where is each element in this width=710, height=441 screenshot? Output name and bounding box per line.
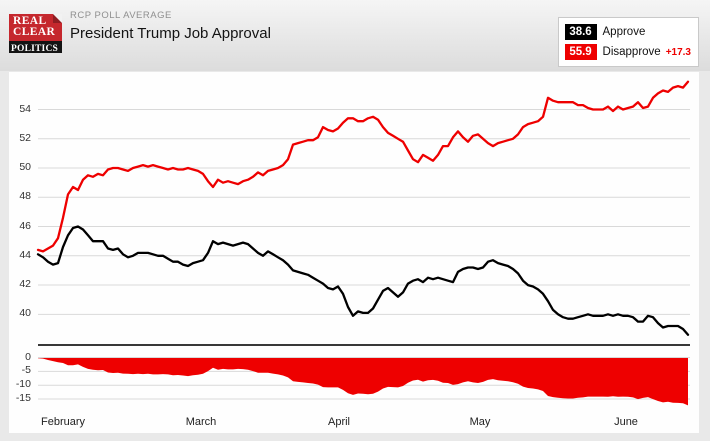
approve-line: [36, 225, 690, 336]
kicker: RCP POLL AVERAGE: [70, 10, 172, 21]
logo-text-real: REAL: [13, 15, 47, 27]
disapprove-value-badge: 55.9: [564, 44, 597, 60]
logo-bottom: POLITICS: [9, 41, 62, 54]
approve-value-badge: 38.6: [564, 24, 597, 40]
logo-text-politics: POLITICS: [11, 44, 59, 54]
header: REAL CLEAR POLITICS RCP POLL AVERAGE Pre…: [0, 0, 710, 71]
rcp-logo: REAL CLEAR POLITICS: [9, 14, 62, 54]
spread-area: [38, 358, 688, 406]
disapprove-label: Disapprove: [602, 46, 661, 58]
approve-label: Approve: [602, 26, 646, 38]
legend: 38.6 Approve 55.9 Disapprove +17.3: [557, 17, 699, 67]
legend-row-disapprove: 55.9 Disapprove +17.3: [564, 42, 691, 62]
logo-text-clear: CLEAR: [13, 26, 56, 38]
page-title: President Trump Job Approval: [70, 25, 271, 42]
legend-row-approve: 38.6 Approve: [564, 22, 691, 42]
logo-top: REAL CLEAR: [9, 14, 62, 41]
disapprove-line: [36, 80, 690, 253]
spread-delta: +17.3: [665, 46, 691, 58]
